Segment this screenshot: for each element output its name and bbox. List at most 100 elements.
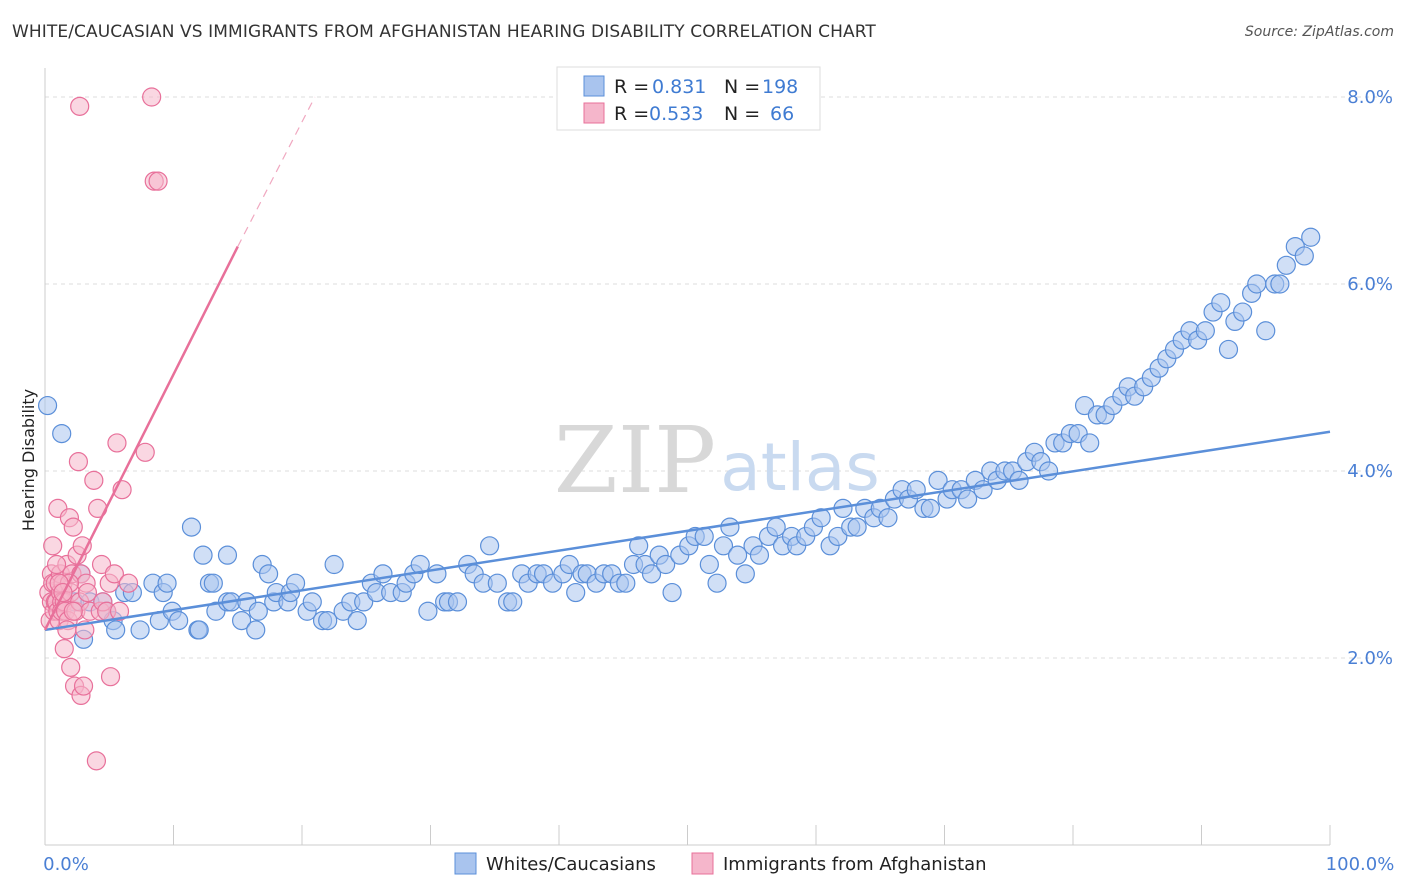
point-whites xyxy=(246,620,266,640)
point-whites xyxy=(662,582,682,603)
point-whites xyxy=(1301,227,1321,247)
point-afghanistan xyxy=(148,171,168,191)
point-whites xyxy=(248,601,268,621)
point-whites xyxy=(203,573,223,593)
point-whites xyxy=(629,536,649,556)
point-whites xyxy=(1080,433,1100,453)
point-whites xyxy=(37,395,58,416)
point-whites xyxy=(418,601,438,621)
point-afghanistan xyxy=(109,601,130,621)
point-afghanistan xyxy=(104,564,124,584)
point-afghanistan xyxy=(86,751,107,771)
point-afghanistan xyxy=(68,452,89,472)
point-whites xyxy=(1211,293,1231,313)
point-whites xyxy=(189,620,209,640)
point-whites xyxy=(302,592,322,612)
point-whites xyxy=(1294,246,1314,266)
bottom-legend-label-1: Whites/Caucasians xyxy=(486,854,656,875)
point-whites xyxy=(217,545,238,565)
legend-n-value-1: 198 xyxy=(762,76,798,98)
point-whites xyxy=(480,536,500,556)
watermark: ZIP atlas xyxy=(554,407,880,514)
point-whites xyxy=(447,592,468,612)
point-afghanistan xyxy=(142,87,162,107)
y-axis-label: Hearing Disability xyxy=(19,389,38,531)
trend-line-afghanistan-extension xyxy=(237,96,316,247)
legend-swatch-blue xyxy=(583,75,605,97)
legend-r-value-1: 0.831 xyxy=(652,76,706,98)
point-whites xyxy=(410,554,430,575)
point-whites xyxy=(656,554,676,575)
point-whites xyxy=(52,424,72,444)
legend-r-label-1: R = xyxy=(614,76,649,98)
point-afghanistan xyxy=(107,433,127,453)
point-afghanistan xyxy=(63,601,83,621)
point-whites xyxy=(181,517,202,537)
trend-line-whites xyxy=(44,430,1331,632)
point-whites xyxy=(1218,339,1239,360)
point-afghanistan xyxy=(61,657,81,677)
bottom-legend-swatch-blue xyxy=(454,852,477,875)
point-whites xyxy=(616,573,636,593)
point-whites xyxy=(878,508,898,528)
point-afghanistan xyxy=(63,517,83,537)
gridlines xyxy=(45,96,1392,659)
point-whites xyxy=(566,582,586,603)
point-whites xyxy=(811,508,831,528)
point-whites xyxy=(347,610,367,631)
trend-line-afghanistan xyxy=(43,246,239,631)
point-afghanistan xyxy=(118,573,139,593)
point-afghanistan xyxy=(100,667,121,687)
point-whites xyxy=(106,620,126,640)
point-whites xyxy=(1233,302,1253,322)
point-whites xyxy=(373,564,393,584)
point-whites xyxy=(958,489,978,509)
point-whites xyxy=(713,536,734,556)
point-whites xyxy=(258,564,279,584)
point-whites xyxy=(766,517,786,537)
bottom-legend-label-2: Immigrants from Afghanistan xyxy=(723,854,987,875)
point-afghanistan xyxy=(54,639,74,659)
watermark-zip: ZIP xyxy=(554,407,716,514)
point-whites xyxy=(232,610,252,631)
y-tick-label: 6.0% xyxy=(1347,274,1393,295)
point-whites xyxy=(169,610,189,631)
point-afghanistan xyxy=(91,554,112,575)
axes xyxy=(44,68,1331,846)
y-tick-label: 4.0% xyxy=(1347,461,1393,482)
series-legend: Whites/Caucasians Immigrants from Afghan… xyxy=(454,852,987,875)
correlation-legend: R = 0.831 N = 198 R = 0.533 N = 66 xyxy=(556,66,821,131)
y-tick-labels: 2.0% 4.0% 6.0% 8.0% xyxy=(1347,87,1393,669)
point-whites xyxy=(847,517,867,537)
point-whites xyxy=(130,620,150,640)
point-whites xyxy=(157,573,177,593)
point-whites xyxy=(1256,321,1276,341)
point-afghanistan xyxy=(70,96,90,116)
point-whites xyxy=(1247,274,1267,294)
point-whites xyxy=(1276,255,1296,275)
point-whites xyxy=(828,526,848,547)
bottom-legend-swatch-pink xyxy=(691,852,714,875)
point-afghanistan xyxy=(135,442,155,462)
point-whites xyxy=(720,517,740,537)
watermark-atlas: atlas xyxy=(720,429,880,506)
point-whites xyxy=(487,573,507,593)
point-whites xyxy=(749,545,770,565)
point-afghanistan xyxy=(84,470,104,490)
point-whites xyxy=(735,564,755,584)
legend-r-label-2: R = xyxy=(614,103,649,125)
point-whites xyxy=(559,554,579,575)
legend-r-value-2: 0.533 xyxy=(649,103,703,125)
point-whites xyxy=(707,573,727,593)
point-whites xyxy=(728,545,748,565)
trend-lines xyxy=(43,96,1331,632)
point-whites xyxy=(1195,321,1215,341)
legend-n-label-1: N = xyxy=(724,76,760,98)
point-afghanistan xyxy=(77,582,98,603)
point-afghanistan xyxy=(46,554,67,575)
point-whites xyxy=(193,545,213,565)
point-whites xyxy=(318,610,338,631)
legend-n-value-2: 66 xyxy=(770,103,794,125)
point-whites xyxy=(928,470,948,490)
